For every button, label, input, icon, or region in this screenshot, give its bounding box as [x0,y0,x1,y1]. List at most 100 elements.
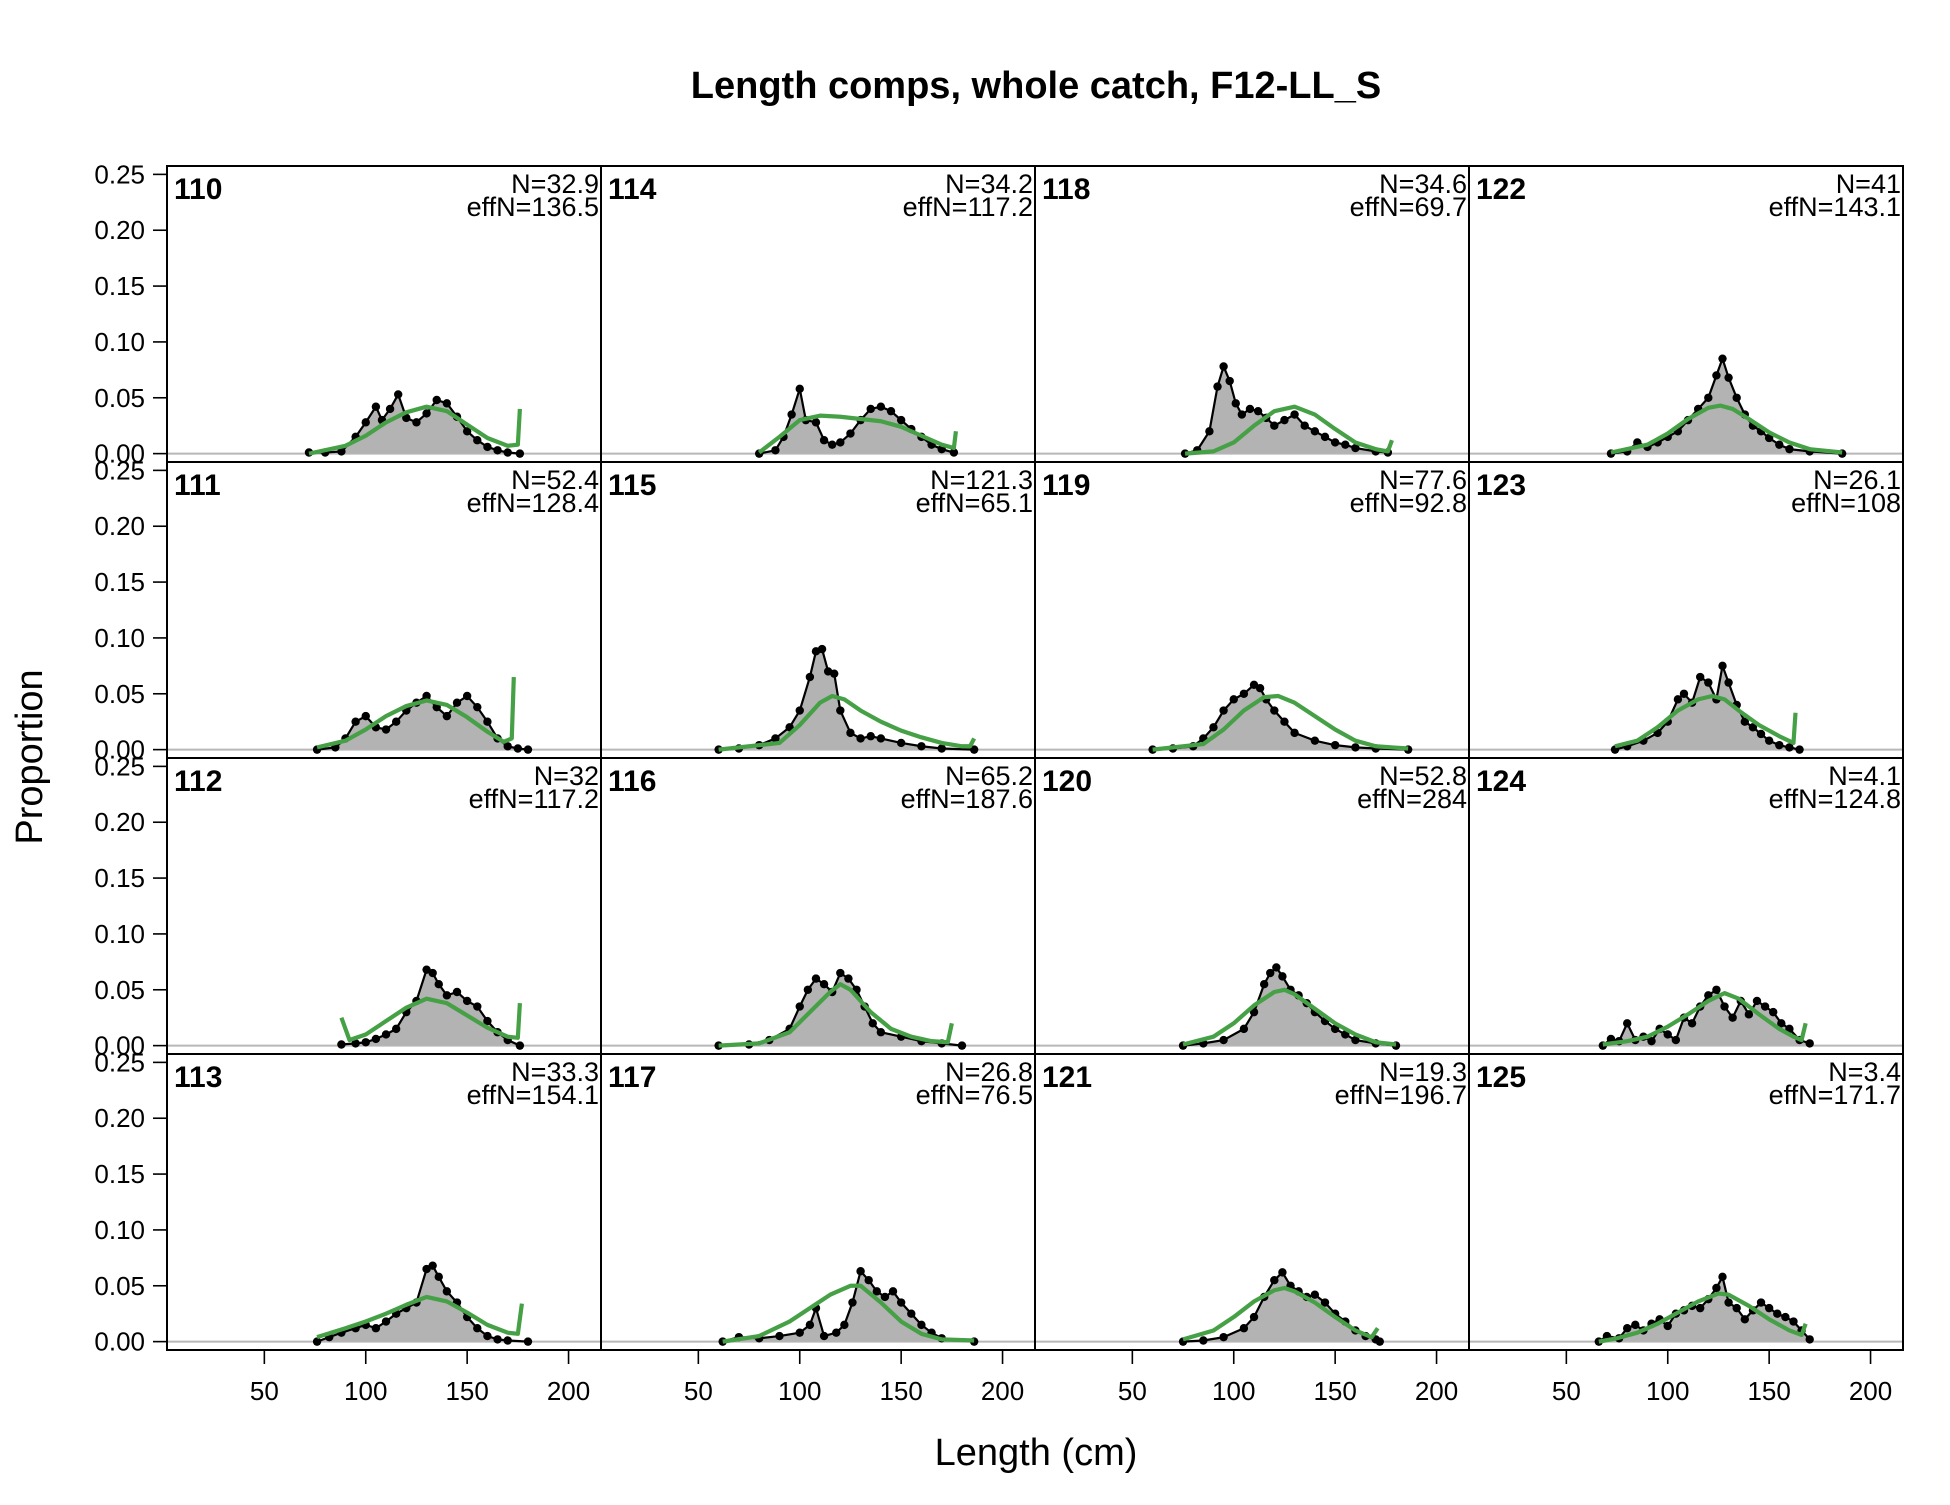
observed-point [1805,1335,1814,1344]
observed-point [1704,393,1713,402]
observed-point [886,406,896,416]
panel-label: 120 [1042,765,1092,798]
panel-effn: effN=171.7 [1769,1080,1901,1110]
panel-effn: effN=65.1 [916,488,1033,518]
observed-point [381,1030,391,1039]
expected-line [757,413,958,455]
observed-area [722,1271,975,1342]
panel-n: N=41 [1836,169,1901,199]
observed-point [1351,1035,1360,1045]
observed-point [391,1024,401,1034]
observed-point [1663,1030,1672,1039]
expected-line [718,982,954,1048]
observed-point [434,979,443,989]
observed-point [1239,1324,1249,1333]
observed-point [452,698,462,707]
observed-point [1752,996,1762,1006]
chart-title: Length comps, whole catch, F12-LL_S [691,65,1381,107]
observed-point [957,1041,967,1050]
y-tick-label: 0.15 [94,271,145,301]
observed-point [1748,723,1758,732]
observed-point [803,985,813,994]
observed-point [1320,432,1330,442]
x-tick-label: 150 [445,1376,488,1406]
observed-line [1184,363,1388,455]
y-tick-label: 0.05 [94,679,145,709]
observed-area [1185,366,1388,454]
observed-point [1724,678,1733,687]
observed-point [830,669,839,678]
observed-point [1695,1303,1705,1313]
observed-point [1764,1303,1774,1313]
panel-n: N=4.1 [1828,761,1901,791]
observed-point [428,968,437,978]
observed-area [1183,967,1396,1046]
observed-point [868,1019,877,1028]
observed-point [1724,1298,1733,1307]
observed-point [462,996,472,1006]
panel-label: 123 [1476,469,1526,502]
panel-n: N=33.3 [511,1057,599,1087]
observed-point [1805,1039,1814,1048]
y-tick-label: 0.20 [94,1103,145,1133]
observed-point [1679,689,1689,698]
observed-point [896,1298,906,1307]
x-tick-label: 150 [879,1376,922,1406]
observed-area [1183,1272,1380,1342]
observed-point [371,1034,381,1044]
panel-label: 117 [608,1061,656,1094]
panel-effn: effN=187.6 [901,784,1033,814]
panel-effn: effN=136.5 [467,192,599,222]
observed-point [846,429,855,438]
y-tick-label: 0.10 [94,327,145,357]
observed-point [1712,985,1721,994]
y-tick-label: 0.05 [94,383,145,413]
observed-point [1219,706,1228,715]
y-tick-label: 0.25 [94,1047,145,1077]
panel-label: 116 [608,765,656,798]
observed-point [1718,354,1727,363]
observed-point [473,702,482,712]
observed-point [1351,443,1360,453]
observed-point [442,399,452,408]
panel-label: 118 [1042,173,1090,206]
observed-point [969,745,979,754]
panel-n: N=52.4 [511,465,599,495]
panel-effn: effN=69.7 [1350,192,1467,222]
observed-point [351,717,360,726]
y-tick-label: 0.15 [94,1159,145,1189]
observed-point [1229,695,1238,704]
panel-effn: effN=143.1 [1769,192,1901,222]
observed-point [1785,743,1794,752]
observed-point [1255,683,1265,693]
observed-point [805,672,815,682]
observed-point [1769,1007,1778,1017]
observed-point [1219,1332,1228,1342]
observed-point [473,436,482,445]
observed-point [1239,1024,1249,1034]
x-tick-label: 150 [1747,1376,1790,1406]
observed-point [1278,1268,1287,1277]
observed-point [1199,1336,1208,1345]
observed-point [1270,421,1279,430]
panel-effn: effN=128.4 [467,488,599,518]
observed-point [880,1292,890,1302]
panel-n: N=3.4 [1828,1057,1901,1087]
panel-effn: effN=92.8 [1350,488,1467,518]
expected-line [316,676,516,750]
observed-point [1789,1317,1798,1326]
observed-point [1290,728,1299,738]
x-tick-label: 200 [981,1376,1024,1406]
y-tick-label: 0.10 [94,919,145,949]
observed-point [805,1320,815,1330]
observed-point [1341,440,1350,449]
panel-label: 114 [608,173,657,206]
observed-point [896,738,906,748]
panel-n: N=52.8 [1379,761,1467,791]
x-tick-label: 100 [778,1376,821,1406]
observed-point [795,1328,804,1337]
